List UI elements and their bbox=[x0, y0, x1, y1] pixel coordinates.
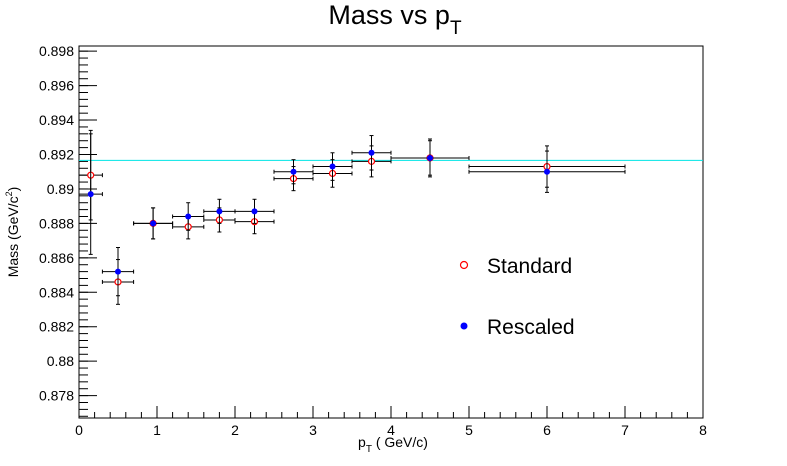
legend-marker-standard bbox=[459, 260, 469, 270]
x-tick-label: 5 bbox=[465, 422, 473, 438]
y-tick-label: 0.89 bbox=[47, 181, 74, 197]
x-axis-label-main: p bbox=[358, 434, 366, 450]
data-point-rescaled bbox=[312, 152, 353, 181]
legend-label-standard: Standard bbox=[487, 255, 572, 278]
data-point-rescaled bbox=[273, 159, 314, 185]
x-tick-label: 2 bbox=[231, 422, 239, 438]
marker-filled-circle bbox=[290, 168, 297, 175]
series-rescaled bbox=[78, 133, 626, 297]
y-axis: 0.878 0.88 0.882 0.884 0.886 0.888 0.89 0.892 0.… bbox=[39, 43, 97, 417]
marker-filled-circle bbox=[150, 220, 157, 227]
x-tick-label: 8 bbox=[699, 422, 707, 438]
data-point-rescaled bbox=[78, 133, 103, 255]
y-axis-label-pre: Mass (GeV/c bbox=[5, 196, 21, 277]
marker-filled-circle bbox=[87, 191, 94, 198]
y-tick-label: 0.888 bbox=[39, 215, 74, 231]
x-axis-label: pT ( GeV/c) bbox=[358, 434, 428, 455]
data-point-rescaled bbox=[172, 202, 205, 231]
plot-frame bbox=[78, 45, 704, 419]
y-tick-label: 0.896 bbox=[39, 78, 74, 94]
x-axis-label-subscript: T bbox=[366, 444, 372, 455]
x-axis: 0 1 2 3 4 5 6 7 8 bbox=[75, 406, 707, 438]
chart-title: Mass vs pT bbox=[328, 0, 462, 39]
series-standard bbox=[78, 129, 626, 305]
legend-marker-rescaled bbox=[460, 322, 468, 330]
legend: Standard Rescaled bbox=[459, 255, 575, 339]
data-point-rescaled bbox=[468, 150, 626, 193]
y-tick-label: 0.882 bbox=[39, 319, 74, 335]
x-tick-label: 4 bbox=[387, 422, 395, 438]
y-tick-label: 0.878 bbox=[39, 388, 74, 404]
marker-filled-circle bbox=[427, 154, 433, 161]
legend-label-rescaled: Rescaled bbox=[487, 316, 575, 339]
marker-filled-circle bbox=[216, 208, 223, 215]
y-axis-label-superscript: 2 bbox=[4, 191, 14, 196]
data-point-rescaled bbox=[133, 207, 174, 240]
y-tick-label: 0.898 bbox=[39, 43, 74, 59]
data-point-rescaled bbox=[101, 247, 135, 297]
x-tick-label: 3 bbox=[309, 422, 317, 438]
y-tick-label: 0.88 bbox=[47, 353, 74, 369]
x-axis-label-rest: ( GeV/c) bbox=[372, 434, 428, 450]
data-point-rescaled bbox=[234, 198, 275, 224]
x-tick-label: 0 bbox=[75, 422, 83, 438]
data-point-rescaled bbox=[390, 138, 470, 178]
x-tick-label: 1 bbox=[153, 422, 161, 438]
marker-filled-circle bbox=[115, 268, 121, 275]
y-tick-label: 0.886 bbox=[39, 250, 74, 266]
x-tick-label: 7 bbox=[621, 422, 629, 438]
data-point-rescaled bbox=[351, 135, 392, 171]
y-tick-label: 0.884 bbox=[39, 284, 74, 300]
marker-filled-circle bbox=[368, 149, 375, 156]
chart-title-subscript: T bbox=[450, 18, 462, 39]
marker-filled-circle bbox=[544, 168, 550, 175]
x-tick-label: 6 bbox=[543, 422, 551, 438]
y-axis-label-post: ) bbox=[5, 187, 21, 192]
y-tick-label: 0.894 bbox=[39, 112, 74, 128]
y-axis-label: Mass (GeV/c2) bbox=[4, 187, 21, 278]
series-layer bbox=[78, 129, 626, 305]
marker-filled-circle bbox=[329, 163, 336, 170]
y-tick-label: 0.892 bbox=[39, 147, 74, 163]
marker-filled-circle bbox=[185, 213, 192, 220]
marker-filled-circle bbox=[251, 208, 258, 215]
chart-title-main: Mass vs p bbox=[328, 0, 450, 30]
